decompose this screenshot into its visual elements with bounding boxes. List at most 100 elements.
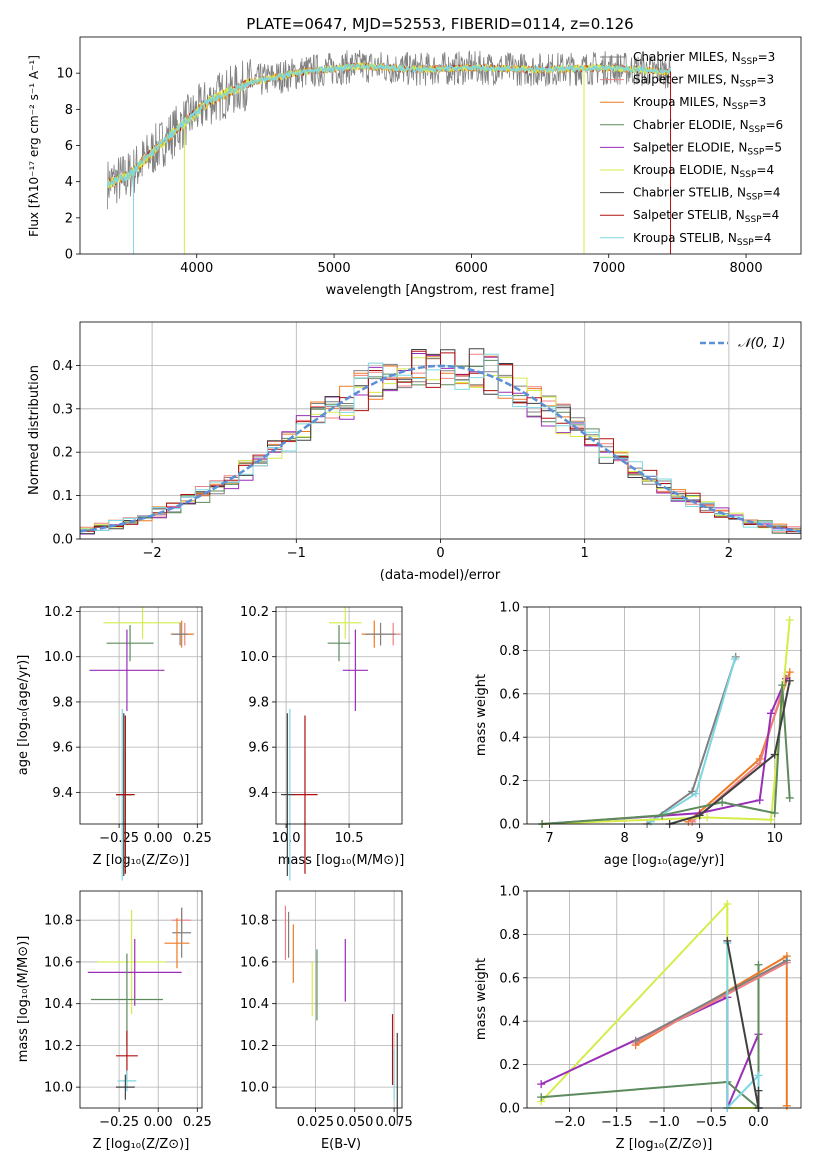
series-line-salpeter_elodie	[541, 678, 787, 825]
5-xtick-label: 0.25	[183, 1115, 212, 1130]
6-ytick-label: 10.6	[240, 955, 269, 970]
spectrum-legend-sub: SSP	[741, 57, 758, 67]
series-marker-kroupa_elodie	[703, 813, 712, 822]
2-ytick-label: 9.4	[52, 786, 73, 801]
spectrum-legend-sub: SSP	[746, 193, 763, 203]
residuals-legend-label: 𝒩(0, 1)	[738, 336, 785, 351]
spectrum-legend-name: Chabrier STELIB, N	[633, 186, 746, 200]
series-line-chabrier_stelib	[669, 680, 791, 825]
series-marker-kroupa_stelib	[754, 1071, 763, 1080]
mass-weight-vs-z-panel: Z [log₁₀(Z/Z⊙)] mass weight −2.0 −1.5 −1.0…	[474, 885, 802, 1152]
3-ytick-label: 10.0	[240, 650, 269, 665]
series-marker-kroupa_elodie	[723, 900, 732, 909]
spectrum-legend-label: Salpeter MILES, NSSP=3	[633, 73, 774, 90]
axes-frame	[79, 606, 203, 825]
1-xtick-label: 1	[581, 546, 589, 561]
6-ytick-label: 10.2	[240, 1039, 269, 1054]
series-marker-chabrier_stelib	[785, 676, 794, 685]
mass-weight-vs-age-ylabel: mass weight	[474, 674, 489, 756]
spectrum-legend-sub: SSP	[747, 147, 764, 157]
age-vs-mass-panel: mass [log₁₀(M/M⊙)] 10.0 10.5 9.4 9.6 9.8 10.0…	[240, 605, 404, 881]
2-ytick-label: 10.0	[44, 650, 73, 665]
axes-frame	[275, 890, 403, 1109]
6-ytick-label: 10.4	[240, 997, 269, 1012]
residuals-ylabel: Normed distribution	[27, 365, 42, 495]
5-ytick-label: 10.8	[44, 914, 73, 929]
axes-frame	[526, 890, 802, 1109]
5-xtick-label: −0.25	[99, 1115, 139, 1130]
series-marker-chabrier_stelib	[723, 936, 732, 945]
0-ytick-label: 8	[65, 103, 73, 118]
spectrum-plot-area	[106, 49, 672, 254]
axes-frame	[79, 890, 203, 1109]
spectrum-line-4	[106, 62, 672, 188]
1-xtick-label: −2	[143, 546, 162, 561]
series-marker-chabrier_elodie	[754, 960, 763, 969]
mass-weight-vs-age-panel: age [log₁₀(age/yr)] mass weight 7 8 9 10 0.0…	[474, 601, 802, 868]
2-xtick-label: 0.25	[183, 831, 212, 846]
spectrum-legend-label: Kroupa ELODIE, NSSP=4	[633, 163, 774, 180]
spectrum-legend-sub: SSP	[740, 80, 757, 90]
spectrum-xlabel: wavelength [Angstrom, rest frame]	[326, 283, 555, 298]
mass-vs-ebv-panel: E(B-V) 0.025 0.050 0.075 10.0 10.2 10.4 10.6 10…	[240, 890, 413, 1152]
axes-frame	[275, 606, 403, 825]
spectrum-legend-label: Salpeter STELIB, NSSP=4	[633, 208, 779, 225]
mass-vs-z-ylabel: mass [log₁₀(M/M⊙)]	[16, 936, 31, 1063]
2-ytick-label: 9.8	[52, 695, 73, 710]
series-marker-chabrier_elodie	[770, 809, 779, 818]
2-ytick-label: 10.2	[44, 605, 73, 620]
7-xtick-label: −2.0	[554, 1115, 586, 1130]
0-xtick-label: 6000	[455, 261, 488, 276]
1-ytick-label: 0.2	[52, 446, 73, 461]
4-ytick-label: 0.8	[499, 644, 520, 659]
4-xtick-label: 10	[766, 831, 783, 846]
series-marker-chabrier_stelib	[695, 811, 704, 820]
series-marker-kroupa_elodie	[785, 616, 794, 625]
5-ytick-label: 10.2	[44, 1039, 73, 1054]
series-marker-chabrier_elodie	[537, 1093, 546, 1102]
series-marker-chabrier_stelib	[770, 750, 779, 759]
7-xtick-label: −1.5	[601, 1115, 633, 1130]
series-marker-chabrier_miles	[631, 1036, 640, 1045]
residual-hist-6	[80, 348, 801, 535]
residuals-plot-area	[79, 348, 802, 535]
1-ytick-label: 0.0	[52, 533, 73, 548]
4-xtick-label: 9	[696, 831, 704, 846]
7-ytick-label: 0.6	[499, 971, 520, 986]
series-marker-kroupa_miles	[785, 668, 794, 677]
5-ytick-label: 10.6	[44, 955, 73, 970]
normal-curve	[79, 364, 802, 533]
0-ytick-label: 6	[65, 139, 73, 154]
spectrum-legend-label: Chabrier ELODIE, NSSP=6	[633, 118, 783, 135]
0-ytick-label: 10	[56, 67, 73, 82]
spectrum-legend-name: Chabrier MILES, N	[633, 50, 741, 64]
6-ytick-label: 10.0	[240, 1081, 269, 1096]
series-marker-chabrier_miles	[782, 956, 791, 965]
spectrum-legend-name: Kroupa ELODIE, N	[633, 163, 740, 177]
spectrum-title: PLATE=0647, MJD=52553, FIBERID=0114, z=0…	[246, 15, 633, 33]
series-marker-salpeter_elodie	[766, 709, 775, 718]
residuals-axes-frame	[79, 321, 802, 540]
5-xtick-label: 0.00	[144, 1115, 173, 1130]
spectrum-legend-label: Kroupa STELIB, NSSP=4	[633, 231, 771, 248]
4-ytick-label: 1.0	[499, 601, 520, 616]
series-marker-chabrier_elodie	[785, 793, 794, 802]
spectrum-legend-tail: =4	[754, 231, 772, 245]
age-vs-z-panel: Z [log₁₀(Z/Z⊙)] age [log₁₀(age/yr)] −0.2…	[16, 605, 212, 881]
spectrum-legend-name: Salpeter MILES, N	[633, 73, 740, 87]
series-line-salpeter_miles	[635, 961, 788, 1044]
residuals-xlabel: (data-model)/error	[380, 568, 501, 583]
spectrum-legend-name: Kroupa MILES, N	[633, 95, 732, 109]
spectrum-legend-sub: SSP	[745, 215, 762, 225]
3-xtick-label: 10.0	[272, 831, 301, 846]
spectrum-legend-sub: SSP	[749, 125, 766, 135]
spectrum-legend-name: Kroupa STELIB, N	[633, 231, 737, 245]
spectrum-ylabel: Flux [fλ10⁻¹⁷ erg cm⁻² s⁻¹ A⁻¹]	[27, 55, 41, 237]
spectrum-legend-tail: =3	[756, 73, 774, 87]
series-marker-salpeter_elodie	[537, 1080, 546, 1089]
series-marker-salpeter_miles	[688, 817, 697, 826]
0-xtick-label: 5000	[318, 261, 351, 276]
spectrum-legend-label: Chabrier STELIB, NSSP=4	[633, 186, 781, 203]
4-ytick-label: 0.6	[499, 687, 520, 702]
